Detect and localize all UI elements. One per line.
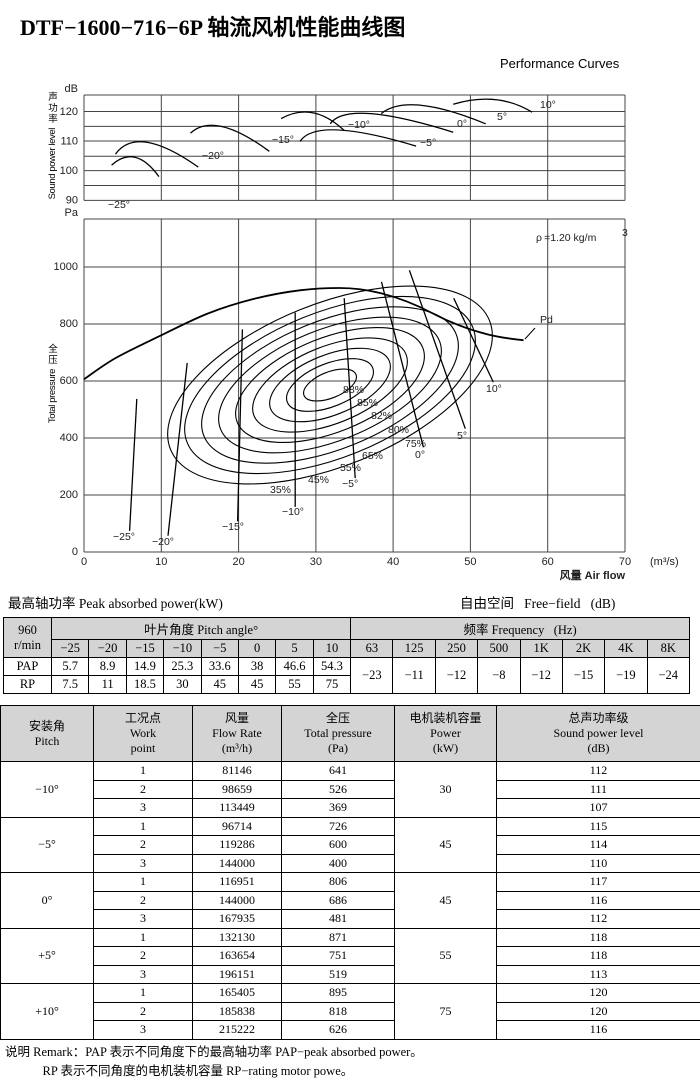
- svg-text:−20°: −20°: [152, 536, 174, 548]
- svg-text:200: 200: [60, 489, 78, 501]
- svg-text:35%: 35%: [270, 484, 291, 496]
- svg-text:风量 Air flow: 风量 Air flow: [560, 568, 626, 582]
- svg-text:50: 50: [464, 556, 476, 568]
- svg-text:−15°: −15°: [222, 521, 244, 533]
- svg-text:60: 60: [542, 556, 554, 568]
- svg-text:3: 3: [622, 227, 628, 239]
- svg-text:Pd: Pd: [540, 314, 553, 326]
- svg-text:70: 70: [619, 556, 631, 568]
- svg-text:(m³/s): (m³/s): [650, 556, 679, 568]
- svg-text:5°: 5°: [457, 430, 467, 442]
- svg-text:−25°: −25°: [113, 531, 135, 543]
- svg-text:10: 10: [155, 556, 167, 568]
- svg-text:−10°: −10°: [282, 506, 304, 518]
- svg-text:−5°: −5°: [342, 478, 358, 490]
- svg-text:55%: 55%: [340, 462, 361, 474]
- svg-text:85%: 85%: [357, 397, 378, 409]
- svg-text:Pa: Pa: [65, 207, 79, 219]
- svg-text:82%: 82%: [371, 410, 392, 422]
- svg-text:800: 800: [60, 318, 78, 330]
- svg-text:0: 0: [72, 546, 78, 558]
- svg-text:ρ =1.20 kg/m: ρ =1.20 kg/m: [536, 232, 597, 244]
- svg-text:600: 600: [60, 375, 78, 387]
- svg-text:0: 0: [81, 556, 87, 568]
- svg-text:88%: 88%: [343, 384, 364, 396]
- svg-text:1000: 1000: [54, 261, 78, 273]
- svg-text:0°: 0°: [415, 449, 425, 461]
- svg-text:80%: 80%: [388, 424, 409, 436]
- svg-text:40: 40: [387, 556, 399, 568]
- svg-text:400: 400: [60, 432, 78, 444]
- svg-text:20: 20: [232, 556, 244, 568]
- svg-text:45%: 45%: [308, 474, 329, 486]
- svg-text:65%: 65%: [362, 450, 383, 462]
- svg-text:30: 30: [310, 556, 322, 568]
- svg-text:10°: 10°: [486, 383, 502, 395]
